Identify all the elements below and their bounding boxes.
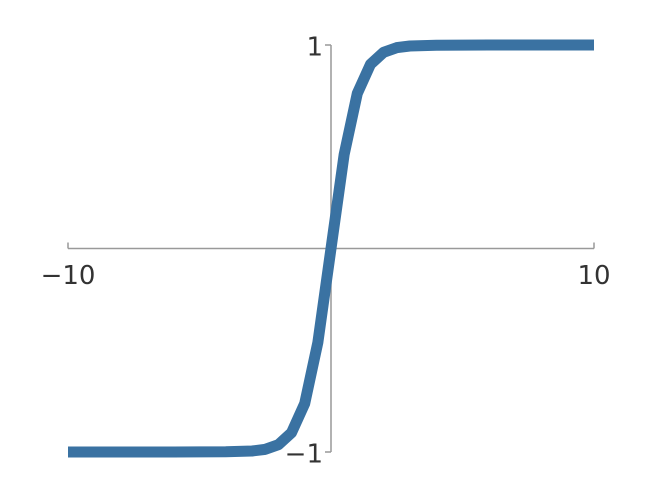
line — [68, 39, 594, 458]
x-tick-label: 10 — [577, 261, 610, 291]
x-tick-label: −10 — [41, 261, 96, 291]
y-tick-label: 1 — [306, 33, 323, 63]
y-tick-label: −1 — [285, 440, 323, 470]
